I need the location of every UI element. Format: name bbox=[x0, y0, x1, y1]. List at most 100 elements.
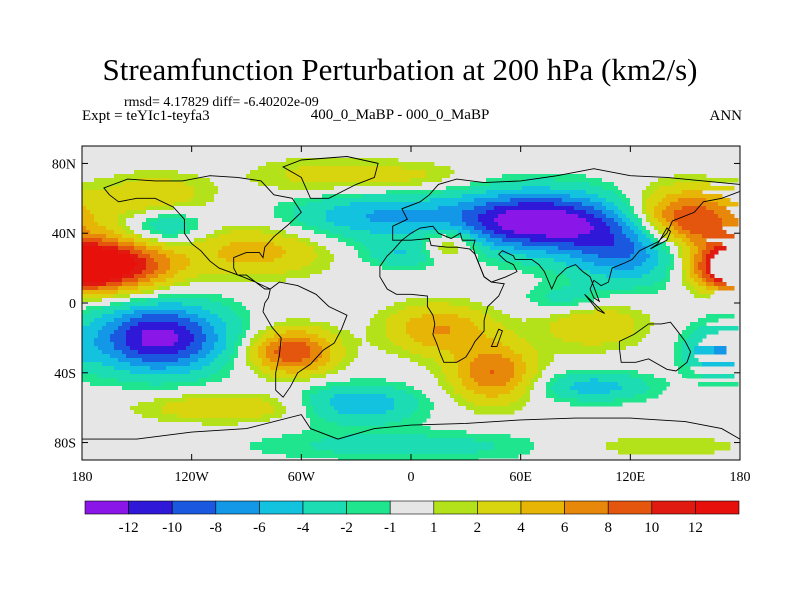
field-cell bbox=[90, 382, 151, 387]
field-cell bbox=[522, 394, 531, 399]
y-tick-label: 80S bbox=[54, 437, 76, 452]
field-cell bbox=[154, 282, 175, 287]
field-cell bbox=[146, 258, 155, 263]
field-cell bbox=[494, 206, 575, 211]
field-cell bbox=[214, 342, 227, 347]
field-cell bbox=[478, 450, 531, 455]
field-cell bbox=[550, 290, 591, 295]
field-cell bbox=[646, 334, 679, 339]
field-cell bbox=[558, 394, 635, 399]
field-cell bbox=[94, 318, 115, 323]
field-cell bbox=[134, 310, 187, 315]
field-cell bbox=[110, 334, 127, 339]
field-cell bbox=[514, 350, 539, 355]
field-cell bbox=[198, 322, 211, 327]
field-cell bbox=[134, 170, 179, 175]
field-cell bbox=[222, 294, 527, 299]
field-cell bbox=[126, 222, 143, 227]
field-cell bbox=[474, 242, 483, 247]
field-cell bbox=[430, 254, 479, 259]
field-cell bbox=[686, 242, 695, 247]
field-cell bbox=[394, 342, 423, 347]
field-cell bbox=[246, 346, 251, 351]
field-cell bbox=[434, 374, 447, 379]
field-cell bbox=[502, 310, 571, 315]
field-cell bbox=[686, 274, 691, 279]
field-cell bbox=[658, 258, 671, 263]
field-cell bbox=[310, 402, 331, 407]
field-cell bbox=[310, 394, 335, 399]
field-cell bbox=[82, 158, 287, 163]
field-cell bbox=[238, 346, 247, 351]
field-cell bbox=[606, 214, 619, 219]
field-cell bbox=[186, 254, 219, 259]
field-cell bbox=[650, 330, 683, 335]
field-cell bbox=[358, 254, 371, 259]
field-cell bbox=[642, 378, 667, 383]
field-cell bbox=[634, 266, 655, 271]
field-cell bbox=[478, 258, 499, 263]
field-cell bbox=[82, 302, 111, 307]
field-cell bbox=[298, 218, 327, 223]
field-cell bbox=[558, 318, 635, 323]
field-cell bbox=[194, 186, 219, 191]
field-cell bbox=[414, 410, 431, 415]
field-cell bbox=[330, 266, 383, 271]
field-cell bbox=[526, 402, 571, 407]
field-cell bbox=[526, 362, 539, 367]
field-cell bbox=[482, 250, 503, 255]
field-cell bbox=[658, 230, 663, 235]
field-cell bbox=[694, 266, 699, 271]
field-cell bbox=[706, 254, 715, 259]
field-cell bbox=[654, 226, 659, 231]
field-cell bbox=[454, 386, 467, 391]
field-cell bbox=[638, 238, 651, 243]
field-cell bbox=[690, 290, 699, 295]
field-cell bbox=[218, 254, 283, 259]
field-cell bbox=[422, 238, 431, 243]
field-cell bbox=[522, 262, 567, 267]
field-cell bbox=[554, 374, 567, 379]
field-cell bbox=[186, 398, 263, 403]
field-cell bbox=[618, 382, 647, 387]
field-cell bbox=[478, 246, 491, 251]
field-cell bbox=[242, 342, 251, 347]
field-cell bbox=[122, 314, 143, 319]
field-cell bbox=[142, 330, 175, 335]
field-cell bbox=[94, 342, 115, 347]
field-cell bbox=[534, 286, 563, 291]
field-cell bbox=[606, 274, 643, 279]
field-cell bbox=[278, 354, 311, 359]
field-cell bbox=[522, 186, 551, 191]
field-cell bbox=[446, 234, 459, 239]
field-cell bbox=[386, 350, 411, 355]
field-cell bbox=[186, 222, 199, 227]
field-cell bbox=[214, 194, 323, 199]
field-cell bbox=[314, 406, 335, 411]
field-cell bbox=[82, 226, 87, 231]
field-cell bbox=[318, 358, 331, 363]
field-cell bbox=[158, 250, 175, 255]
field-cell bbox=[286, 370, 299, 375]
field-cell bbox=[350, 202, 459, 207]
field-cell bbox=[138, 402, 167, 407]
field-cell bbox=[498, 266, 543, 271]
field-cell bbox=[718, 214, 735, 219]
field-cell bbox=[654, 214, 663, 219]
field-cell bbox=[250, 314, 375, 319]
field-cell bbox=[82, 398, 155, 403]
field-cell bbox=[222, 246, 283, 251]
field-cell bbox=[706, 278, 715, 283]
field-cell bbox=[318, 342, 331, 347]
field-cell bbox=[82, 266, 135, 271]
field-cell bbox=[430, 370, 443, 375]
field-cell bbox=[434, 358, 455, 363]
field-cell bbox=[674, 262, 683, 267]
field-cell bbox=[118, 214, 135, 219]
field-cell bbox=[650, 222, 655, 227]
field-cell bbox=[670, 254, 675, 259]
field-cell bbox=[530, 398, 555, 403]
field-cell bbox=[366, 330, 387, 335]
field-cell bbox=[470, 374, 515, 379]
field-cell bbox=[114, 174, 199, 179]
